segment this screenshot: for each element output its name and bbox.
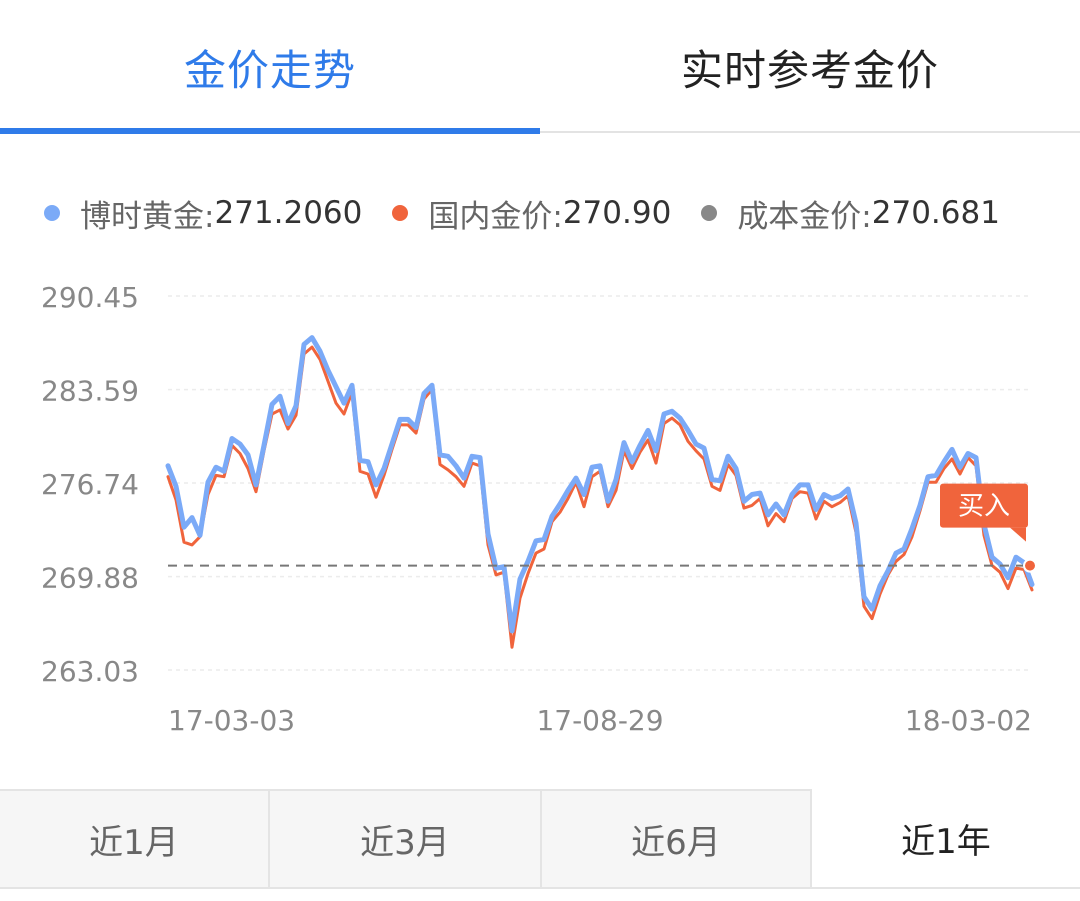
chart-legend: 博时黄金: 271.2060 国内金价: 270.90 成本金价: 270.68… [44, 190, 1030, 236]
legend-dot-icon [44, 205, 60, 221]
legend-item-domestic-gold: 国内金价: 270.90 [392, 191, 671, 236]
tab-realtime-gold-price[interactable]: 实时参考金价 [680, 45, 939, 95]
y-tick-label: 263.03 [41, 655, 139, 688]
y-tick-label: 290.45 [41, 281, 139, 314]
legend-value: 270.681 [871, 195, 1000, 231]
legend-label: 国内金价: [428, 198, 563, 235]
x-tick-label: 17-08-29 [536, 704, 663, 737]
x-tick-label: 18-03-02 [905, 704, 1032, 737]
buy-badge-pointer [1010, 527, 1026, 542]
tab-bar: 金价走势 实时参考金价 [0, 0, 1080, 134]
legend-dot-icon [392, 205, 409, 221]
legend-dot-icon [701, 205, 718, 221]
y-tick-label: 269.88 [41, 562, 139, 595]
y-tick-label: 276.74 [41, 468, 139, 501]
buy-badge [940, 483, 1028, 528]
period-1-year[interactable]: 近1年 [812, 789, 1080, 889]
tab-divider [540, 131, 1080, 133]
x-tick-label: 17-03-03 [168, 704, 295, 737]
legend-value: 270.90 [562, 195, 672, 231]
series-line-bosera-gold [165, 335, 1035, 634]
active-tab-indicator [0, 128, 540, 134]
gold-price-chart: 290.45 283.59 276.74 269.88 263.03 17-03-03 17… [41, 281, 1037, 737]
buy-marker-dot [1023, 558, 1037, 573]
legend-item-cost-gold: 成本金价: 270.681 [701, 191, 1000, 236]
period-selector: 近1月 近3月 近6月 近1年 [0, 789, 1080, 893]
period-6-months[interactable]: 近6月 [542, 789, 812, 889]
legend-value: 271.2060 [214, 195, 363, 231]
legend-label: 博时黄金: [80, 198, 215, 235]
y-tick-label: 283.59 [41, 375, 139, 408]
legend-label: 成本金价: [737, 198, 872, 235]
legend-item-bosera-gold: 博时黄金: 271.2060 [44, 191, 362, 236]
period-3-months[interactable]: 近3月 [270, 789, 542, 889]
buy-badge-label: 买入 [958, 492, 1010, 522]
tab-gold-trend[interactable]: 金价走势 [183, 45, 356, 95]
period-1-month[interactable]: 近1月 [0, 789, 270, 889]
